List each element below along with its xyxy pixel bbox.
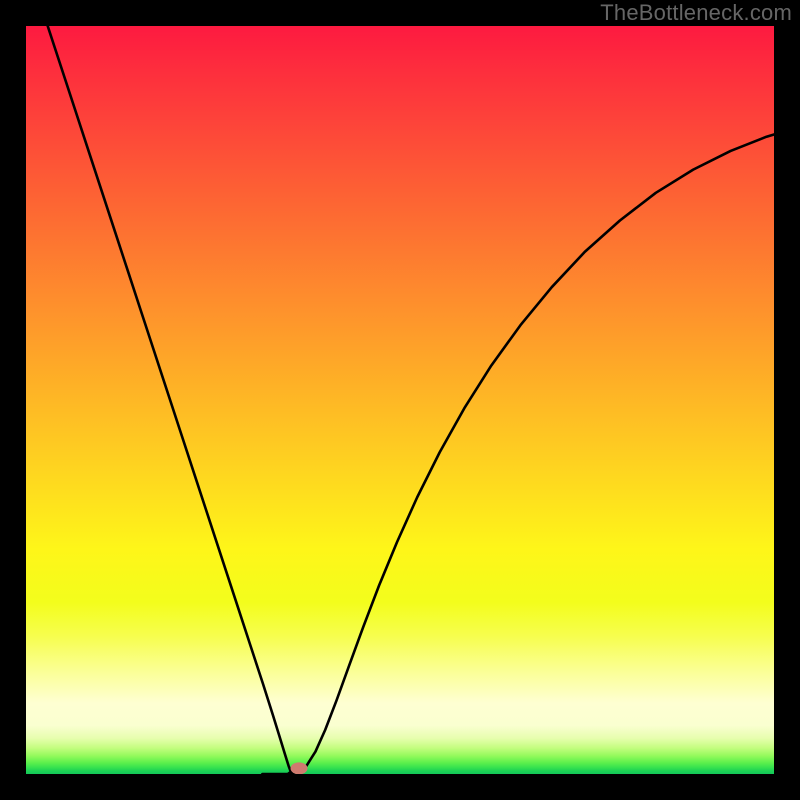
minimum-marker <box>291 762 308 774</box>
chart-stage: TheBottleneck.com <box>0 0 800 800</box>
bottleneck-chart <box>0 0 800 800</box>
plot-background <box>26 26 774 774</box>
